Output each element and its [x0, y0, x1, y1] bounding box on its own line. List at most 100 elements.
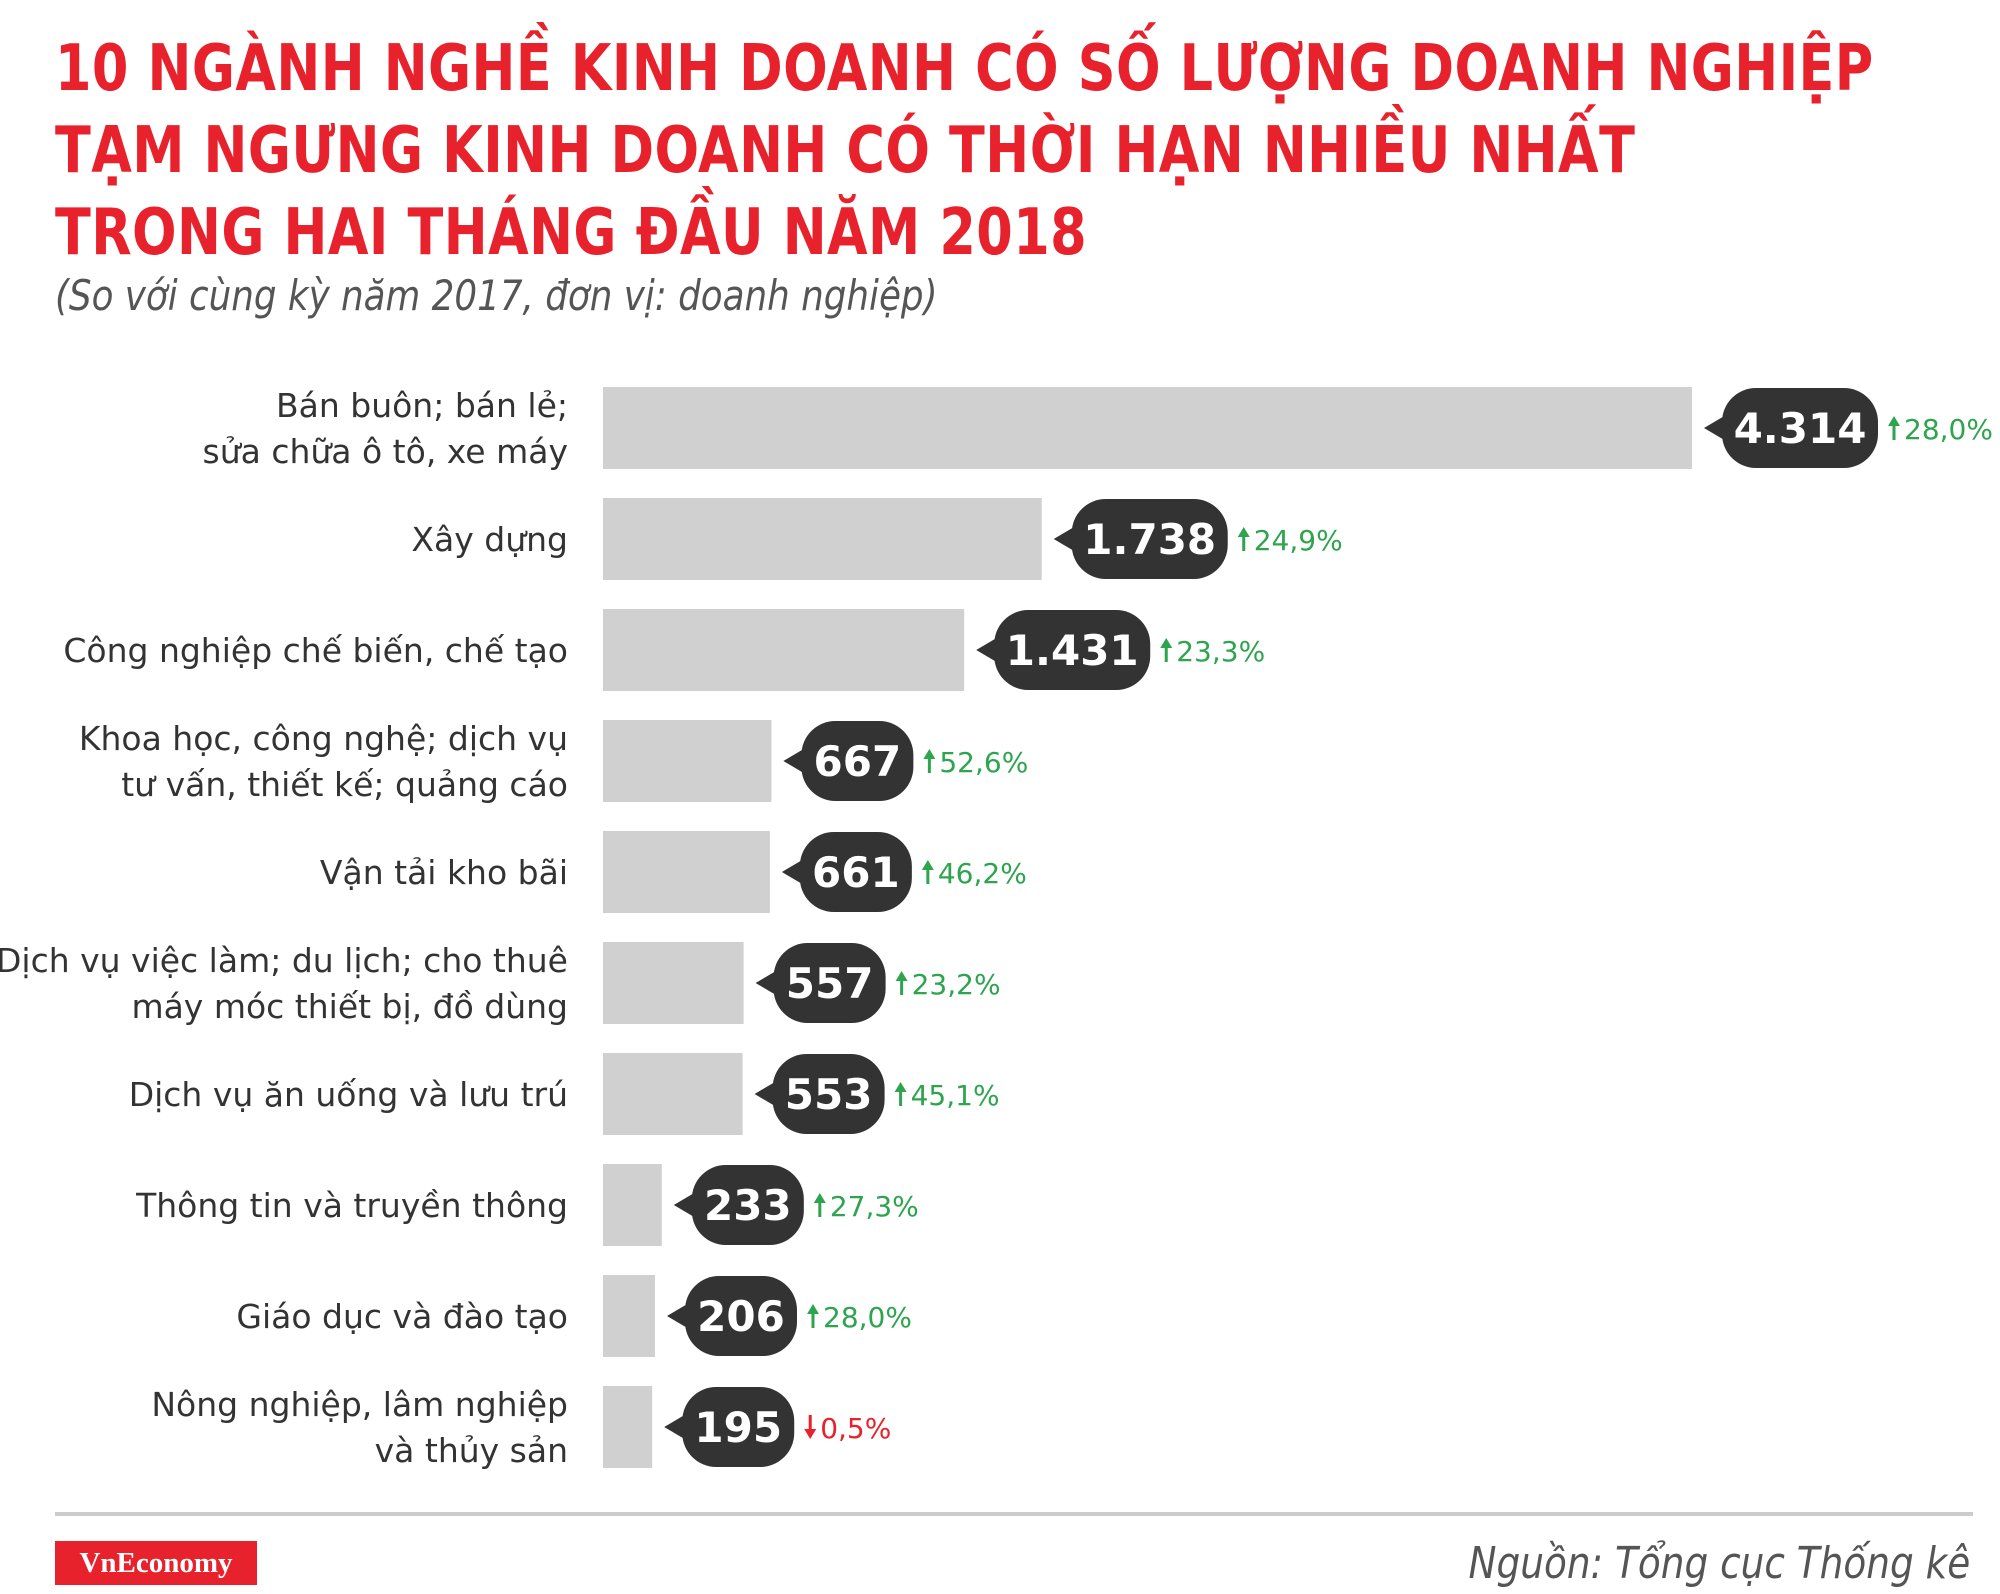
arrow-up-icon [923, 749, 936, 759]
arrow-up-icon [1237, 527, 1250, 537]
category-label-line: Bán buôn; bán lẻ; [276, 386, 568, 425]
arrow-up-icon [895, 971, 908, 981]
value-badge [1722, 388, 1878, 468]
category-label-line: Thông tin và truyền thông [135, 1186, 568, 1225]
arrow-up-icon-stem [927, 758, 931, 773]
category-label: Bán buôn; bán lẻ; sửa chữa ô tô, xe máy [203, 386, 569, 471]
value-badge-pointer [754, 1081, 777, 1107]
category-label-line: và thủy sản [375, 1431, 568, 1470]
arrow-up-icon [1888, 416, 1900, 426]
category-label: Nông nghiệp, lâm nghiệp và thủy sản [151, 1385, 568, 1470]
category-label-line: Dịch vụ việc làm; du lịch; cho thuê [0, 941, 568, 980]
value-badge [772, 1054, 885, 1134]
value-label: 667 [814, 737, 902, 786]
change-percent: 45,1% [911, 1079, 1000, 1112]
bar [603, 942, 744, 1024]
arrow-up-icon [894, 1082, 907, 1092]
value-badge [682, 1387, 795, 1467]
value-label: 4.314 [1734, 404, 1867, 453]
arrow-down-icon-stem [808, 1415, 812, 1430]
arrow-down-icon [804, 1429, 817, 1439]
value-label: 233 [704, 1181, 792, 1230]
change-percent: 28,0% [823, 1301, 912, 1334]
arrow-up-icon-stem [900, 980, 904, 995]
category-label-line: Vận tải kho bãi [320, 853, 568, 892]
change-percent: 52,6% [939, 746, 1028, 779]
arrow-up-icon-stem [1892, 425, 1896, 440]
category-label: Khoa học, công nghệ; dịch vụ tư vấn, thiế… [79, 719, 568, 804]
category-label-line: Xây dựng [411, 520, 568, 559]
category-label: Thông tin và truyền thông [135, 1186, 568, 1225]
category-label-line: Giáo dục và đào tạo [236, 1297, 568, 1336]
bar [603, 609, 965, 691]
brand-logo: VnEconomy [55, 1541, 257, 1585]
category-label-line: Nông nghiệp, lâm nghiệp [151, 1385, 568, 1424]
chart-title: 10 NGÀNH NGHỀ KINH DOANH CÓ SỐ LƯỢNG DOA… [55, 28, 1874, 274]
value-label: 1.738 [1083, 515, 1216, 564]
value-badge-pointer [667, 1303, 690, 1329]
value-badge-pointer [976, 637, 999, 663]
value-badge [1071, 499, 1228, 579]
bar [603, 387, 1692, 469]
arrow-up-icon [813, 1193, 826, 1203]
bar [603, 1275, 655, 1357]
value-badge [994, 610, 1151, 690]
title-line-1: 10 NGÀNH NGHỀ KINH DOANH CÓ SỐ LƯỢNG DOA… [55, 32, 1874, 106]
value-label: 206 [697, 1292, 785, 1341]
category-label-line: máy móc thiết bị, đồ dùng [131, 987, 568, 1026]
arrow-up-icon [921, 860, 934, 870]
chart-subtitle: (So với cùng kỳ năm 2017, đơn vị: doanh … [55, 271, 938, 320]
value-badge [685, 1276, 798, 1356]
arrow-up-icon [807, 1304, 820, 1314]
bar [603, 831, 770, 913]
value-badge-pointer [664, 1414, 687, 1440]
arrow-up-icon-stem [926, 869, 930, 884]
change-percent: 28,0% [1904, 413, 1993, 446]
value-badge-pointer [1053, 526, 1076, 552]
change-percent: 0,5% [820, 1412, 891, 1445]
value-badge [799, 832, 912, 912]
bar [603, 1386, 653, 1468]
title-line-2: TẠM NGƯNG KINH DOANH CÓ THỜI HẠN NHIỀU N… [55, 114, 1636, 188]
value-label: 195 [694, 1403, 782, 1452]
bar [603, 1164, 662, 1246]
title-line-3: TRONG HAI THÁNG ĐẦU NĂM 2018 [55, 196, 1088, 270]
bar [603, 498, 1042, 580]
value-badge-pointer [673, 1192, 696, 1218]
value-badge-pointer [1704, 415, 1726, 441]
arrow-up-icon-stem [811, 1313, 815, 1328]
value-label: 557 [786, 959, 874, 1008]
value-label: 1.431 [1006, 626, 1139, 675]
category-label-line: Dịch vụ ăn uống và lưu trú [129, 1075, 568, 1114]
arrow-up-icon-stem [1242, 536, 1246, 551]
source-note: Nguồn: Tổng cục Thống kê [1468, 1538, 1970, 1589]
change-percent: 46,2% [938, 857, 1027, 890]
value-badge-pointer [783, 748, 806, 774]
arrow-up-icon [1160, 638, 1173, 648]
category-label-line: Công nghiệp chế biến, chế tạo [63, 631, 568, 670]
value-label: 661 [812, 848, 900, 897]
change-percent: 27,3% [830, 1190, 919, 1223]
bar [603, 1053, 743, 1135]
arrow-up-icon-stem [1164, 647, 1168, 662]
category-label: Giáo dục và đào tạo [236, 1297, 568, 1336]
value-label: 553 [785, 1070, 873, 1119]
category-label: Dịch vụ ăn uống và lưu trú [129, 1075, 568, 1114]
category-label: Công nghiệp chế biến, chế tạo [63, 631, 568, 670]
value-badge-pointer [781, 859, 804, 885]
value-badge [691, 1165, 804, 1245]
category-label: Vận tải kho bãi [320, 853, 568, 892]
arrow-up-icon-stem [899, 1091, 903, 1106]
change-percent: 23,2% [912, 968, 1001, 1001]
arrow-up-icon-stem [818, 1202, 822, 1217]
category-label-line: Khoa học, công nghệ; dịch vụ [79, 719, 568, 758]
value-badge [773, 943, 886, 1023]
footer-divider [55, 1512, 1973, 1516]
value-badge-pointer [755, 970, 778, 996]
change-percent: 23,3% [1176, 635, 1265, 668]
category-label: Dịch vụ việc làm; du lịch; cho thuê máy m… [0, 941, 568, 1026]
category-label-line: tư vấn, thiết kế; quảng cáo [121, 765, 568, 804]
category-label: Xây dựng [411, 520, 568, 559]
category-label-line: sửa chữa ô tô, xe máy [203, 432, 569, 471]
